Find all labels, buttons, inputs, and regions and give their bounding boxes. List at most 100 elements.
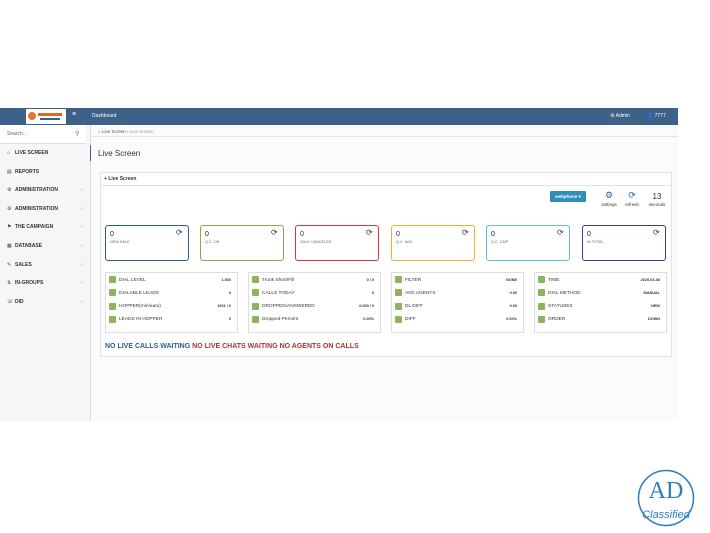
card-label: IN TOTAL bbox=[587, 240, 604, 244]
watermark-big: AD bbox=[649, 478, 684, 504]
user-menu[interactable]: ⚙ Admin bbox=[610, 113, 630, 119]
stat-value: 0 / 0 bbox=[366, 277, 374, 282]
sidebar-icon: ▤ bbox=[7, 168, 12, 175]
card-refresh[interactable]: ⟳ bbox=[271, 228, 278, 237]
breadcrumb: ⌂ Live Screen › Live Screen bbox=[98, 129, 154, 134]
stat-icon bbox=[109, 315, 116, 323]
sidebar-icon: ▦ bbox=[7, 243, 12, 249]
stat-value: MANUAL bbox=[643, 290, 660, 295]
stat-card: 0 Q.C. OK ⟳ bbox=[200, 225, 284, 261]
breadcrumb-item[interactable]: Live Screen bbox=[101, 129, 126, 134]
sidebar-icon: ✎ bbox=[7, 261, 12, 268]
status-text: NO AGENTS ON CALLS bbox=[279, 343, 359, 350]
stat-label: DIAL LEVEL bbox=[119, 277, 146, 283]
breadcrumb-item: Live Screen bbox=[129, 129, 154, 134]
sidebar-item[interactable]: ✎ SALES ‹ bbox=[0, 257, 90, 273]
stat-icon bbox=[538, 289, 545, 297]
stat-value: 0.00 bbox=[509, 290, 517, 295]
card-label: SALE CANCELED bbox=[300, 240, 332, 244]
card-label: Q.C. OK bbox=[205, 240, 220, 244]
stat-icon bbox=[538, 315, 545, 323]
stat-label: LEADS IN HOPPER bbox=[119, 317, 163, 323]
menu-toggle[interactable]: ≡ bbox=[72, 111, 77, 118]
stat-icon bbox=[109, 302, 116, 310]
stat-label: CALLS TODAY bbox=[262, 290, 295, 296]
sidebar-icon: ⌂ bbox=[7, 150, 11, 156]
sidebar-item[interactable]: ⚙ ADMINISTRATION ‹ bbox=[0, 182, 90, 198]
sidebar-label: THE CAMPAIGN bbox=[15, 224, 54, 231]
stat-card: 0 SALE CANCELED ⟳ bbox=[295, 225, 379, 261]
status-line: NO LIVE CALLS WAITING NO LIVE CHATS WAITI… bbox=[105, 343, 361, 350]
stat-label: AVG AGENTS bbox=[405, 290, 436, 296]
stat-icon bbox=[395, 302, 402, 310]
stat-label: ORDER bbox=[548, 317, 566, 323]
stats-box: FILTER NONE AVG AGENTS 0.00 DL DIFF 0.00 DIFF 0… bbox=[391, 272, 524, 333]
sidebar-icon: ⇅ bbox=[7, 280, 12, 287]
refresh-icon[interactable]: ⟳ bbox=[628, 190, 636, 200]
stat-value: NEW bbox=[651, 304, 660, 309]
logo-graphic bbox=[28, 112, 62, 120]
sidebar-label: SALES bbox=[15, 261, 32, 268]
card-refresh[interactable]: ⟳ bbox=[366, 228, 373, 237]
card-value: 0 bbox=[300, 231, 304, 238]
sidebar-item[interactable]: ▦ DATABASE ‹ bbox=[0, 238, 90, 254]
stat-label: DIALABLE LEADS bbox=[119, 290, 159, 296]
extension-number: 7777 bbox=[654, 113, 666, 119]
stat-value: 1.500 bbox=[221, 277, 231, 282]
stat-icon bbox=[395, 276, 402, 283]
stat-value: 0 bbox=[228, 317, 231, 322]
stat-icon bbox=[538, 276, 545, 283]
card-value: 0 bbox=[491, 231, 495, 238]
stat-icon bbox=[395, 289, 402, 297]
sidebar-item[interactable]: ☏ DID ‹ bbox=[0, 294, 90, 310]
search-box[interactable]: Search... ⚲ bbox=[0, 125, 86, 144]
refresh-label: refresh bbox=[624, 202, 639, 207]
webphone-button[interactable]: webphone ▾ bbox=[550, 191, 586, 202]
search-placeholder: Search... bbox=[7, 131, 28, 137]
stat-icon bbox=[538, 302, 545, 310]
sidebar-item[interactable]: ⚑ THE CAMPAIGN ‹ bbox=[0, 219, 90, 235]
stat-label: DL DIFF bbox=[405, 304, 423, 310]
button-label: webphone bbox=[555, 194, 578, 199]
nav-link[interactable]: Dashboard bbox=[92, 113, 117, 119]
stat-card: 0 IN TOTAL ⟳ bbox=[582, 225, 666, 261]
card-refresh[interactable]: ⟳ bbox=[557, 228, 564, 237]
stat-value: 0 bbox=[228, 290, 231, 295]
stat-value: 1001 / 0 bbox=[217, 304, 231, 309]
watermark-ring bbox=[637, 469, 695, 527]
stats-box: TIME 2025-03-08 DIAL METHOD MANUAL STATUSES N… bbox=[534, 272, 667, 333]
status-text: NO LIVE CHATS WAITING bbox=[192, 343, 278, 350]
sidebar-label: LIVE SCREEN bbox=[15, 150, 49, 156]
stat-icon bbox=[252, 315, 259, 323]
sidebar-caret: ‹ bbox=[81, 298, 83, 305]
sidebar-label: DATABASE bbox=[15, 243, 43, 249]
settings-icon[interactable]: ⚙ bbox=[604, 190, 614, 200]
stat-label: DIAL METHOD bbox=[548, 290, 581, 296]
card-refresh[interactable]: ⟳ bbox=[462, 228, 469, 237]
panel-title: + Live Screen bbox=[104, 176, 137, 182]
card-refresh[interactable]: ⟳ bbox=[176, 228, 183, 237]
logo bbox=[26, 109, 66, 124]
settings-label: settings bbox=[601, 202, 617, 207]
sidebar-item[interactable]: ⌂ LIVE SCREEN bbox=[0, 145, 92, 161]
stat-label: Dropped Percent bbox=[262, 317, 299, 323]
panel: + Live Screen webphone ▾ ⚙ settings ⟳ re… bbox=[100, 172, 672, 357]
stat-label: DIFF bbox=[405, 317, 416, 323]
sidebar-caret: ‹ bbox=[81, 187, 83, 194]
stats-box: DIAL LEVEL 1.500 DIALABLE LEADS 0 HOPPER(min… bbox=[105, 272, 238, 333]
stat-icon bbox=[395, 315, 402, 323]
sidebar-item[interactable]: ▤ REPORTS bbox=[0, 164, 90, 180]
page-title: Live Screen bbox=[98, 149, 141, 158]
sidebar-label: IN-GROUPS bbox=[15, 280, 44, 287]
sidebar-item[interactable]: ⇅ IN-GROUPS ‹ bbox=[0, 275, 90, 291]
stat-value: 0.00 bbox=[509, 304, 517, 309]
sidebar: Search... ⚲ ⌂ LIVE SCREEN ▤ REPORTS ⚙ ADMINIS… bbox=[0, 125, 92, 421]
sidebar-item[interactable]: ⚙ ADMINISTRATION ‹ bbox=[0, 201, 90, 217]
card-refresh[interactable]: ⟳ bbox=[653, 228, 660, 237]
stat-icon bbox=[252, 276, 259, 283]
sidebar-icon: ☏ bbox=[7, 298, 14, 305]
main-content: ⌂ Live Screen › Live Screen Live Screen … bbox=[91, 125, 678, 421]
stat-card: 0 Q.C. W.B. ⟳ bbox=[391, 225, 475, 261]
panel-header: + Live Screen bbox=[101, 173, 671, 186]
extension[interactable]: 👤 7777 bbox=[647, 113, 666, 119]
